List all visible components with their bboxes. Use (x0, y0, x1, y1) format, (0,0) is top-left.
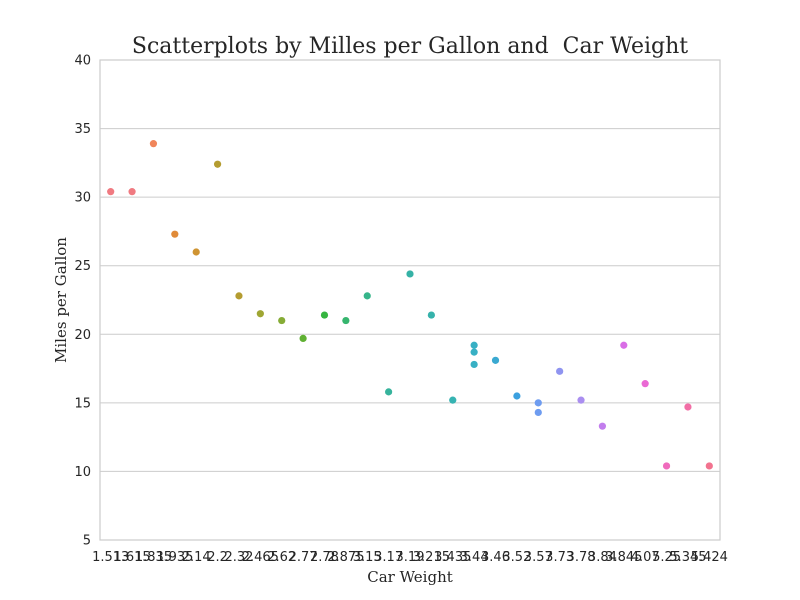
data-point (641, 380, 649, 388)
data-points (107, 140, 713, 470)
x-tick-label: 3.73 (545, 550, 574, 565)
data-point (320, 311, 329, 319)
y-tick-label: 35 (74, 122, 91, 137)
data-point (192, 248, 200, 256)
data-point (491, 356, 500, 364)
x-tick-label: 3.435 (434, 550, 471, 565)
data-point (449, 396, 457, 404)
x-tick-label: 2.14 (182, 550, 211, 565)
y-tick-label: 15 (74, 396, 91, 411)
data-point (427, 311, 435, 319)
data-point (620, 341, 628, 349)
data-point (363, 292, 371, 300)
x-axis-ticks: 1.5131.6151.8351.9352.142.22.322.4652.62… (92, 550, 728, 565)
data-point (534, 399, 542, 407)
y-tick-label: 25 (74, 259, 91, 274)
data-point (342, 316, 350, 325)
data-point (256, 310, 264, 318)
data-point (171, 230, 179, 238)
y-tick-label: 40 (74, 54, 91, 69)
plot-frame (99, 59, 721, 541)
x-tick-label: 3.52 (502, 550, 531, 565)
data-point (385, 388, 393, 396)
data-point (556, 367, 564, 375)
data-point (107, 188, 115, 196)
data-point (213, 160, 222, 168)
x-tick-label: 2.32 (224, 550, 253, 565)
data-point (128, 188, 136, 196)
x-tick-label: 2.62 (267, 550, 296, 565)
x-tick-label: 1.835 (135, 550, 172, 565)
data-point (705, 462, 713, 470)
x-tick-label: 2.465 (242, 550, 279, 565)
data-point (406, 270, 414, 278)
data-point (470, 341, 478, 349)
x-tick-label: 5.345 (669, 550, 706, 565)
data-point (149, 140, 158, 148)
x-tick-label: 3.46 (481, 550, 510, 565)
x-tick-label: 2.77 (289, 550, 318, 565)
chart-title: Scatterplots by Milles per Gallon and Ca… (132, 34, 688, 59)
x-tick-label: 3.84 (588, 550, 617, 565)
x-tick-label: 1.615 (113, 550, 150, 565)
data-point (684, 403, 692, 411)
data-point (470, 360, 478, 369)
x-tick-label: 5.424 (691, 550, 728, 565)
x-tick-label: 5.25 (652, 550, 681, 565)
data-point (598, 422, 607, 430)
data-point (299, 334, 307, 342)
data-point (577, 396, 585, 404)
data-point (662, 462, 671, 470)
data-point (278, 316, 286, 325)
x-tick-label: 1.513 (92, 550, 129, 565)
x-tick-label: 3.19 (396, 550, 425, 565)
x-tick-label: 1.935 (156, 550, 193, 565)
x-tick-label: 3.17 (374, 550, 403, 565)
x-tick-label: 4.07 (631, 550, 660, 565)
x-tick-label: 3.78 (567, 550, 596, 565)
data-point (470, 348, 478, 356)
x-tick-label: 3.44 (460, 550, 489, 565)
data-point (513, 392, 521, 400)
y-tick-label: 30 (74, 191, 91, 206)
y-tick-label: 20 (74, 328, 91, 343)
grid-lines (100, 128, 720, 472)
y-tick-label: 5 (83, 534, 91, 549)
y-axis-ticks: 5 10 15 20 25 30 35 40 (74, 54, 91, 549)
x-tick-label: 2.2 (207, 550, 228, 565)
y-tick-label: 10 (74, 465, 91, 480)
data-point (534, 408, 542, 417)
x-tick-label: 3.845 (605, 550, 642, 565)
data-point (235, 292, 243, 300)
x-axis-label: Car Weight (367, 568, 453, 586)
x-tick-label: 2.78 (310, 550, 339, 565)
y-axis-label: Miles per Gallon (52, 237, 70, 363)
x-tick-label: 2.875 (327, 550, 364, 565)
x-tick-label: 3.215 (413, 550, 450, 565)
x-tick-label: 3.15 (353, 550, 382, 565)
x-tick-label: 3.57 (524, 550, 553, 565)
